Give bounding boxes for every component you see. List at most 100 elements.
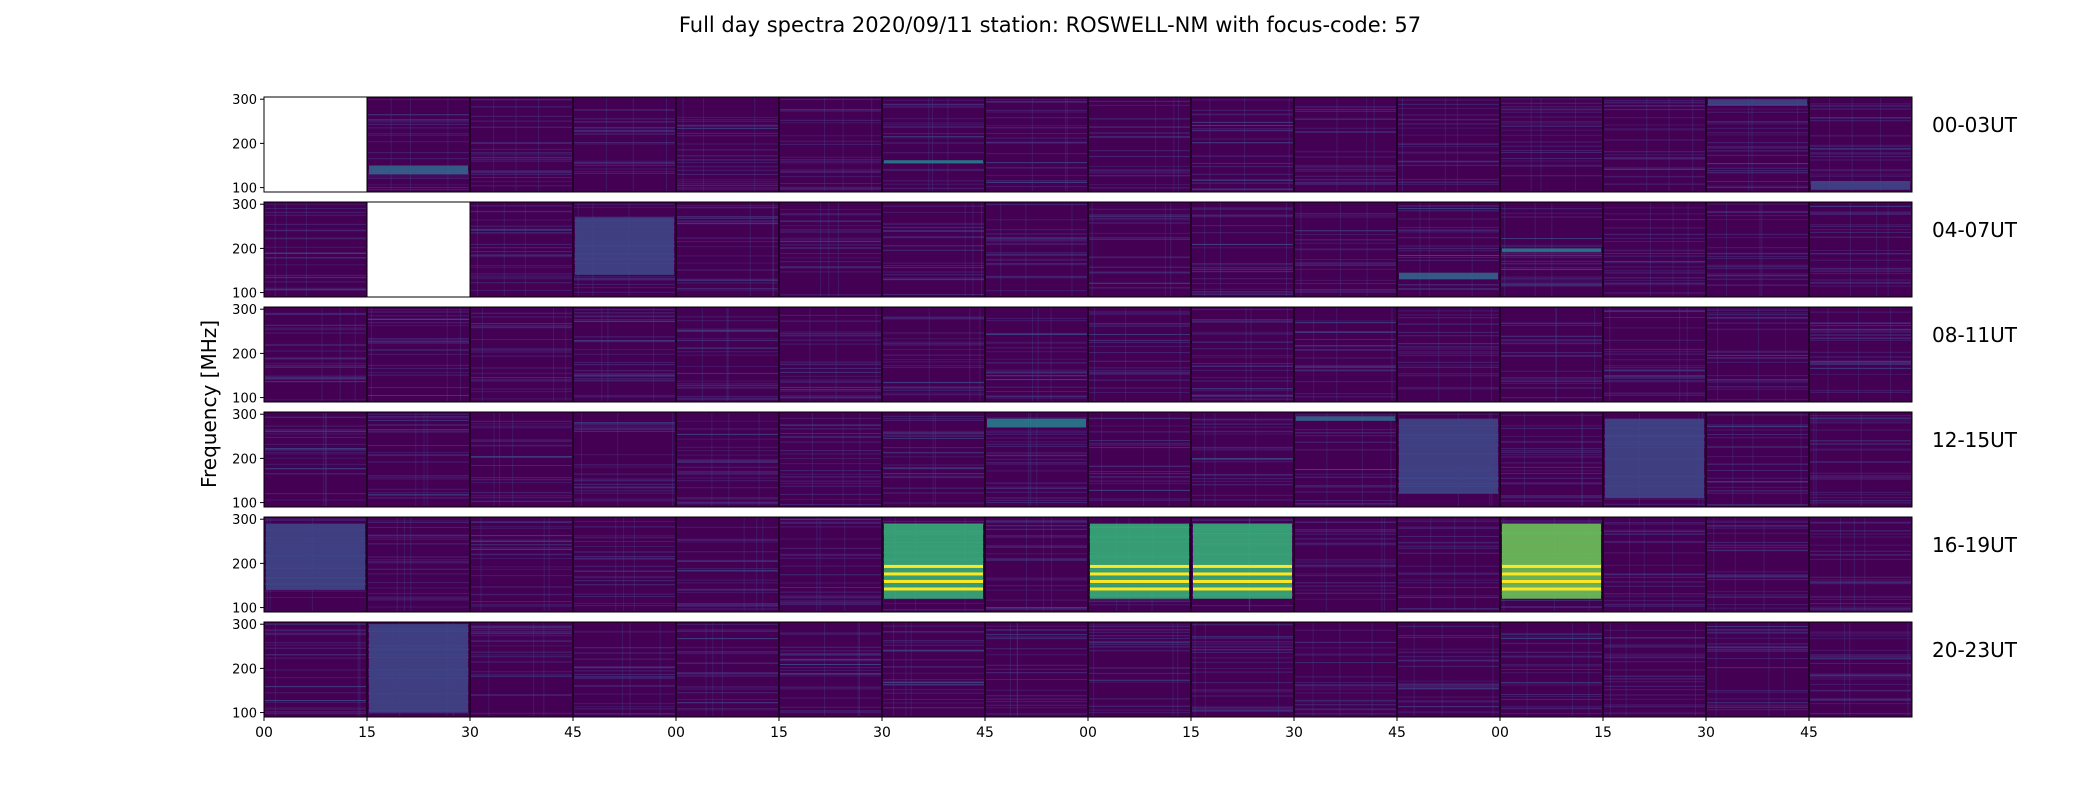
x-tick-label: 30 — [1697, 725, 1715, 741]
spectrum-panel — [366, 96, 471, 193]
panel-frame — [1808, 621, 1913, 718]
spectrum-panel — [469, 96, 574, 193]
y-tick-label: 200 — [232, 662, 257, 677]
bright-band — [369, 165, 468, 175]
panel-background — [985, 307, 1088, 402]
bright-band — [1811, 180, 1910, 190]
spectrum-panel — [263, 96, 368, 193]
panel-background — [470, 622, 573, 717]
bright-band — [1090, 523, 1189, 599]
bright-band — [1090, 572, 1189, 576]
bright-band — [1502, 523, 1601, 599]
spectra-row: 100 200 300 20-23UT — [232, 618, 2018, 721]
x-tick-label: 30 — [1285, 725, 1303, 741]
x-tick-label: 15 — [1594, 725, 1612, 741]
panel-background — [1809, 622, 1912, 717]
row-time-label: 04-07UT — [1932, 218, 2018, 242]
bright-band — [1296, 416, 1395, 421]
panel-background — [470, 97, 573, 192]
spectrum-panel — [366, 201, 471, 298]
y-tick-label: 300 — [232, 513, 257, 528]
spectrum-panel — [572, 516, 677, 613]
panel-background — [470, 307, 573, 402]
x-axis-ticks: 00 15 30 45 00 15 30 45 00 15 30 45 00 15 30 45 — [255, 717, 1818, 741]
x-tick-label: 00 — [1491, 725, 1509, 741]
bright-band — [266, 523, 365, 590]
spectrum-panel — [1499, 96, 1604, 193]
spectrum-panel — [1190, 96, 1295, 193]
spectrum-panel — [1396, 306, 1501, 403]
panel-background — [985, 202, 1088, 297]
bright-band — [987, 418, 1086, 428]
bright-band — [1605, 418, 1704, 499]
spectrum-panel — [1602, 621, 1707, 718]
spectrum-panel — [1808, 201, 1913, 298]
spectrum-panel — [1499, 621, 1604, 718]
panel-background — [882, 97, 985, 192]
y-tick-label: 300 — [232, 618, 257, 633]
panel-background — [1397, 307, 1500, 402]
spectrum-panel — [675, 621, 780, 718]
x-tick-label: 30 — [873, 725, 891, 741]
panel-background — [264, 412, 367, 507]
row-time-label: 12-15UT — [1932, 428, 2018, 452]
x-tick-label: 45 — [1388, 725, 1406, 741]
spectrum-panel — [1293, 516, 1398, 613]
panel-background — [367, 517, 470, 612]
y-tick-label: 100 — [232, 602, 257, 617]
panel-background — [882, 307, 985, 402]
spectrum-panel — [263, 516, 368, 613]
bright-band — [884, 523, 983, 599]
spectrum-panel — [675, 306, 780, 403]
panel-background — [1603, 97, 1706, 192]
row-time-label: 00-03UT — [1932, 113, 2018, 137]
spectrum-panel — [1293, 621, 1398, 718]
spectrum-panel — [1087, 621, 1192, 718]
x-tick-label: 45 — [564, 725, 582, 741]
spectrum-panel — [366, 411, 471, 508]
panel-background — [1191, 307, 1294, 402]
row-time-label: 16-19UT — [1932, 533, 2018, 557]
bright-band — [369, 624, 468, 713]
bright-band — [1193, 523, 1292, 599]
y-tick-label: 100 — [232, 392, 257, 407]
spectrum-panel — [1808, 96, 1913, 193]
spectrum-panel — [1087, 96, 1192, 193]
spectrum-panel — [1190, 621, 1295, 718]
spectra-row: 100 200 300 00-03UT — [232, 93, 2018, 196]
spectrum-panel — [1396, 201, 1501, 298]
panel-background — [1809, 202, 1912, 297]
panel-background — [1088, 622, 1191, 717]
spectrum-panel — [469, 306, 574, 403]
y-tick-label: 200 — [232, 557, 257, 572]
spectrum-panel — [1602, 96, 1707, 193]
spectrum-panel — [1396, 96, 1501, 193]
spectrum-panel — [572, 411, 677, 508]
spectrum-panel — [675, 96, 780, 193]
bright-band — [1193, 587, 1292, 591]
spectrum-panel — [469, 621, 574, 718]
spectrum-panel — [881, 201, 986, 298]
x-tick-label: 45 — [1800, 725, 1818, 741]
y-tick-label: 100 — [232, 707, 257, 722]
panel-background — [1706, 97, 1809, 192]
bright-band — [884, 579, 983, 583]
spectrum-panel — [469, 411, 574, 508]
panel-background — [1088, 202, 1191, 297]
spectrum-panel — [1499, 516, 1604, 613]
panel-background — [882, 412, 985, 507]
spectrum-panel — [984, 96, 1089, 193]
spectrum-panel — [263, 621, 368, 718]
spectrum-panel — [1808, 306, 1913, 403]
spectrum-panel — [572, 621, 677, 718]
y-tick-label: 300 — [232, 408, 257, 423]
spectrum-panel — [881, 96, 986, 193]
panel-background — [779, 412, 882, 507]
x-tick-label: 00 — [667, 725, 685, 741]
bright-band — [1708, 99, 1807, 106]
bright-band — [884, 564, 983, 568]
chart-title: Full day spectra 2020/09/11 station: ROS… — [679, 13, 1421, 37]
row-time-label: 08-11UT — [1932, 323, 2018, 347]
spectrum-panel — [675, 516, 780, 613]
